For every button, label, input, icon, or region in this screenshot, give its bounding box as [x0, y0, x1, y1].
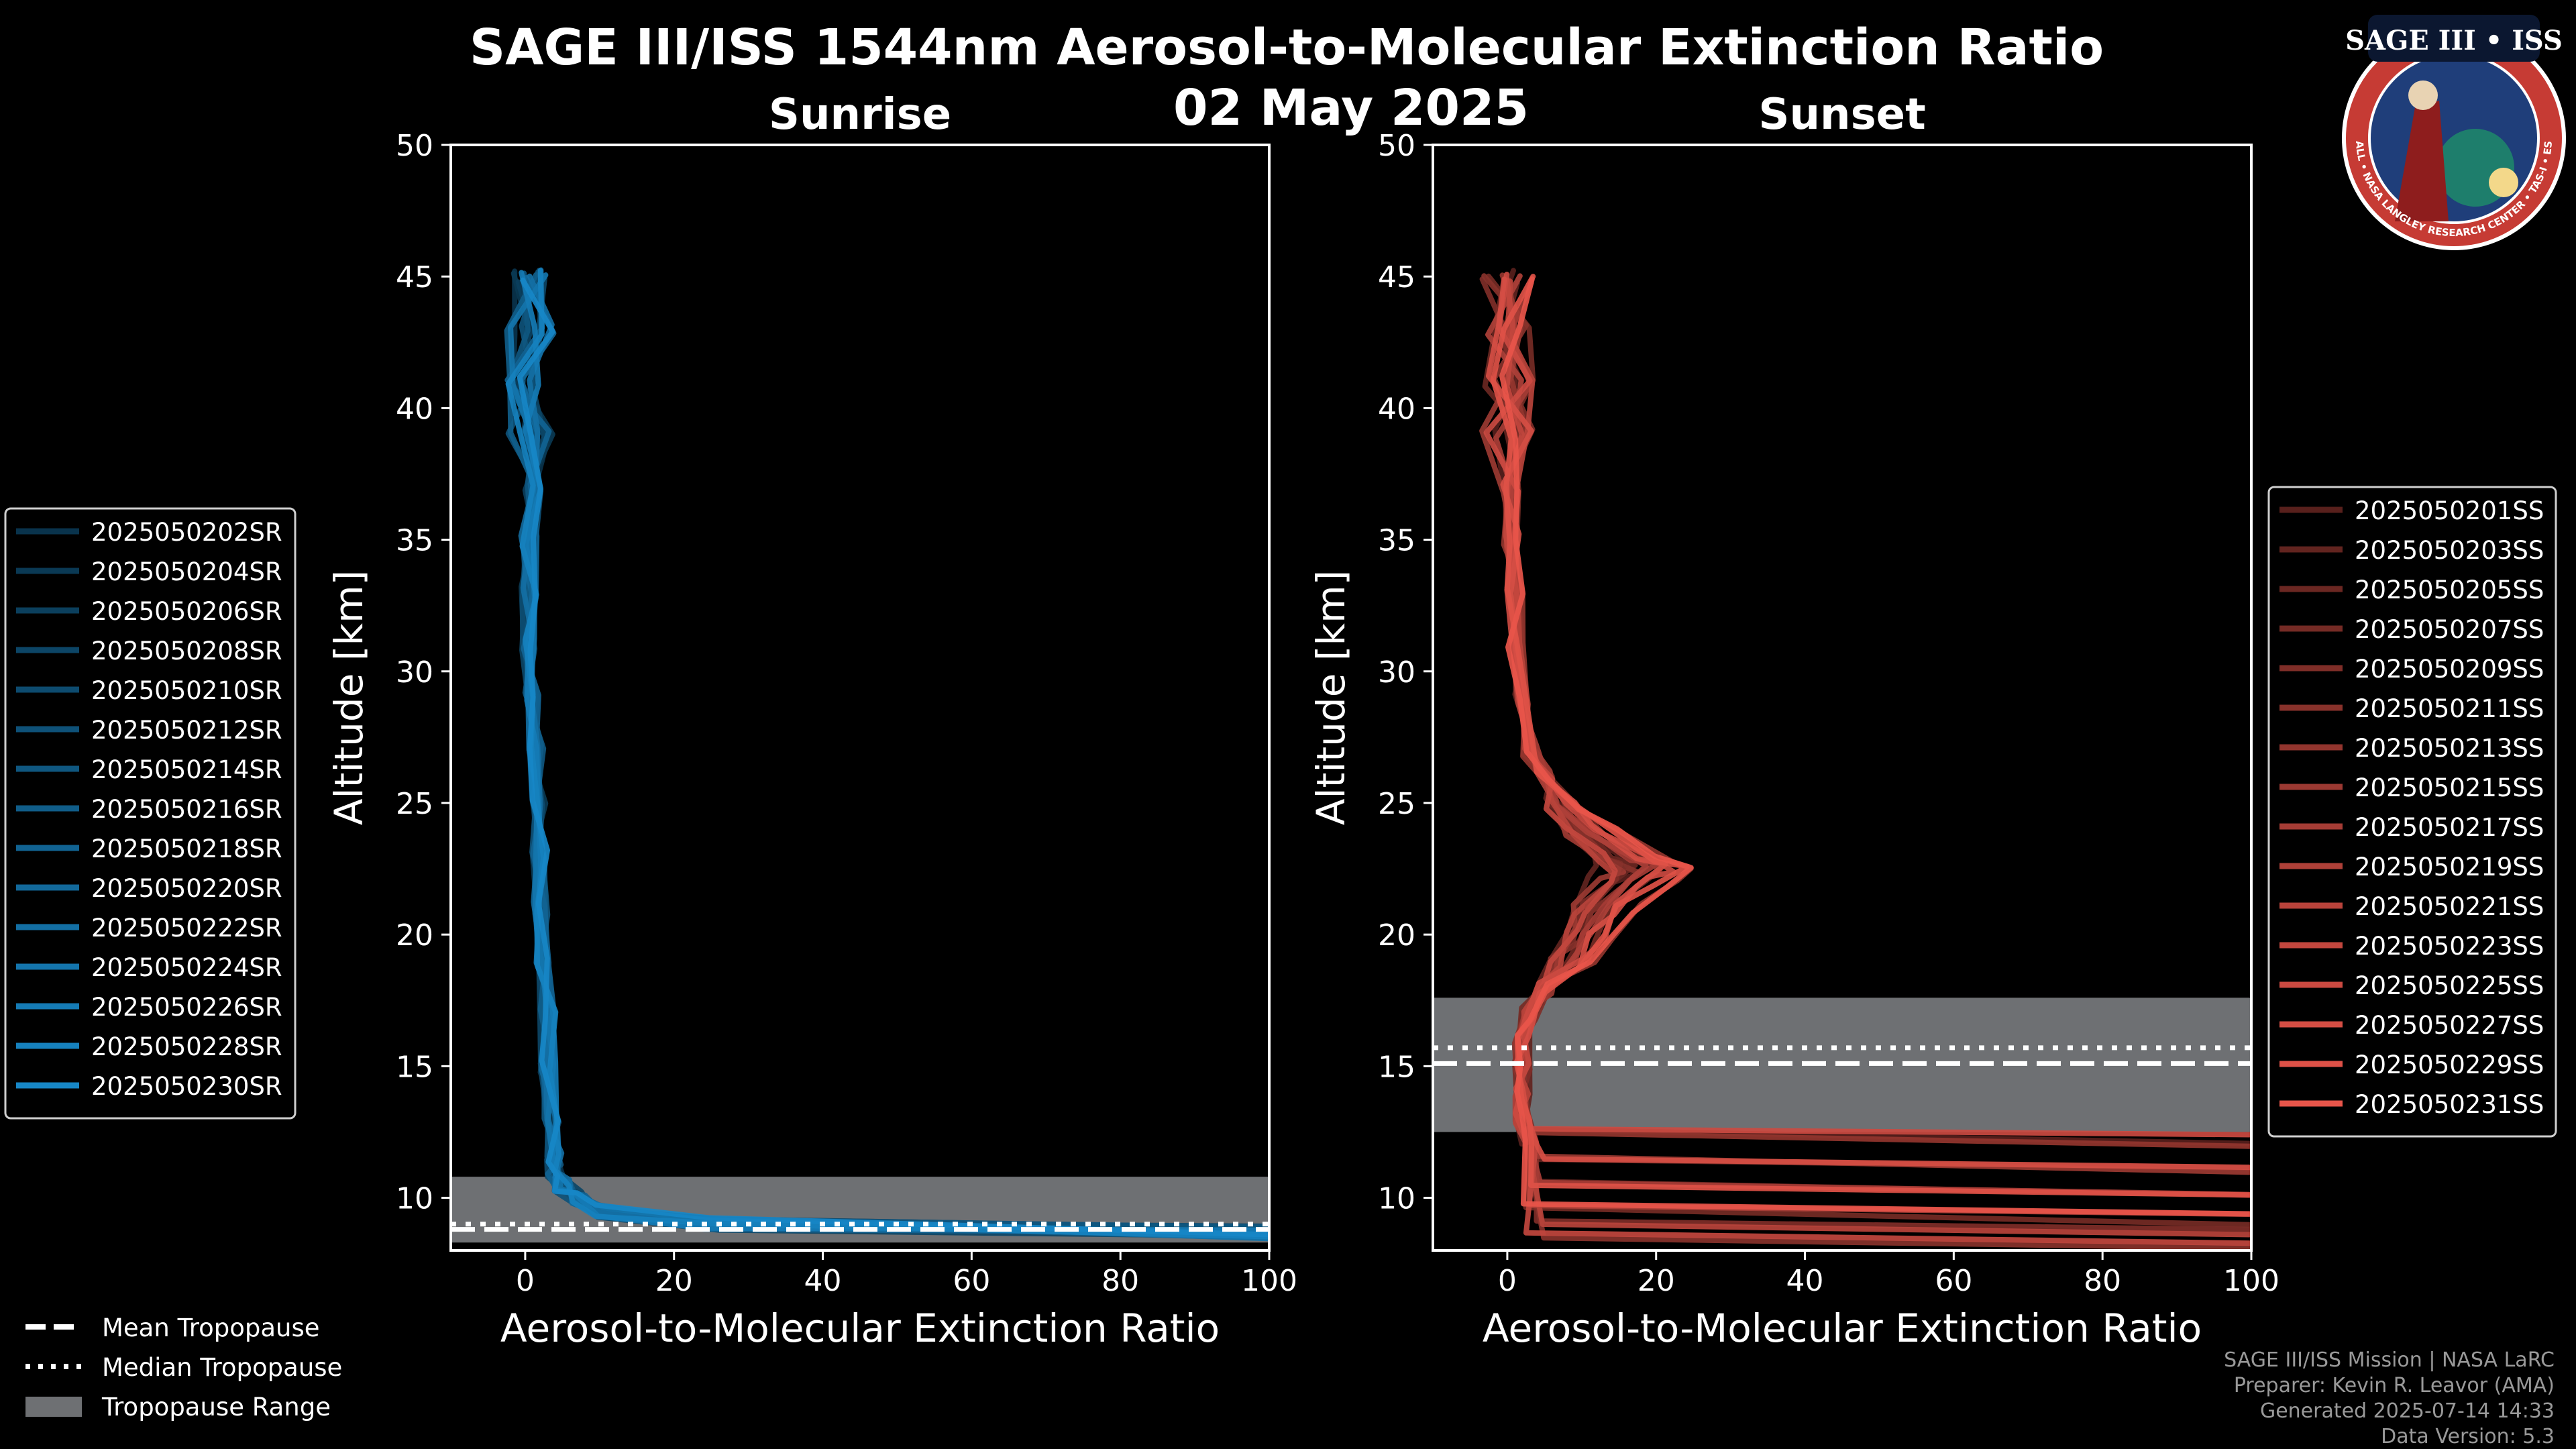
sunset-ytick-label: 25	[1378, 787, 1415, 821]
credit-mission: SAGE III/ISS Mission | NASA LaRC	[2224, 1348, 2555, 1372]
sunset-legend-label: 2025050209SS	[2355, 655, 2544, 684]
sunrise-xtick-label: 80	[1102, 1264, 1139, 1298]
sunrise-panel-title: Sunrise	[769, 90, 951, 140]
sunset-panel-title: Sunset	[1758, 90, 1925, 140]
sunset-profile-2025050231SS	[1499, 276, 2251, 1217]
sunrise-legend: 2025050202SR 2025050204SR 2025050206SR 2025…	[4, 507, 297, 1120]
sunset-profiles	[1479, 268, 2251, 1250]
sunset-legend-label: 2025050221SS	[2355, 892, 2544, 921]
logo-sun-icon	[2489, 168, 2518, 197]
sunset-legend-label: 2025050215SS	[2355, 773, 2544, 802]
sunset-ytick-label: 50	[1378, 129, 1415, 163]
sunset-xtick-label: 100	[2223, 1264, 2279, 1298]
credits: SAGE III/ISS Mission | NASA LaRC Prepare…	[2224, 1348, 2555, 1448]
sunset-legend-label: 2025050229SS	[2355, 1051, 2544, 1079]
sunset-legend-label: 2025050227SS	[2355, 1011, 2544, 1040]
sunrise-ytick-label: 50	[396, 129, 433, 163]
logo-figure-head-icon	[2408, 80, 2438, 110]
sunrise-x-axis-label: Aerosol-to-Molecular Extinction Ratio	[500, 1305, 1220, 1351]
sunrise-xtick-label: 60	[953, 1264, 990, 1298]
sunset-legend-label: 2025050225SS	[2355, 971, 2544, 1000]
logo-name: SAGE III • ISS	[2345, 25, 2563, 56]
sunrise-legend-label: 2025050224SR	[91, 953, 282, 982]
sunrise-legend-label: 2025050214SR	[91, 755, 282, 784]
sunrise-legend-label: 2025050210SR	[91, 676, 282, 705]
sunset-ytick-label: 20	[1378, 918, 1415, 953]
sunset-xtick-label: 20	[1638, 1264, 1675, 1298]
sunrise-xtick-label: 0	[516, 1264, 535, 1298]
sunset-legend-label: 2025050207SS	[2355, 615, 2544, 644]
sunrise-legend-label: 2025050220SR	[91, 874, 282, 903]
sunrise-legend-label: 2025050226SR	[91, 993, 282, 1022]
credit-data-version: Data Version: 5.3	[2381, 1425, 2555, 1448]
sunrise-ytick-label: 30	[396, 655, 433, 690]
sunset-legend-label: 2025050211SS	[2355, 694, 2544, 723]
sunrise-plot-area	[451, 145, 1269, 1250]
figure-title: SAGE III/ISS 1544nm Aerosol-to-Molecular…	[470, 19, 2104, 76]
sunrise-xtick-label: 40	[804, 1264, 842, 1298]
sunset-legend-label: 2025050219SS	[2355, 853, 2544, 881]
sunrise-ytick-label: 40	[396, 392, 433, 426]
sunset-ytick-label: 10	[1378, 1182, 1415, 1216]
sunrise-y-axis-label: Altitude [km]	[326, 570, 372, 825]
sunrise-legend-label: 2025050208SR	[91, 637, 282, 665]
sunset-legend-label: 2025050231SS	[2355, 1090, 2544, 1119]
sunset-axes: 0 20 40 60 80 100 10 15 20 25 30 35 40 45 50 Sunset Aero…	[1308, 90, 2279, 1351]
legend-tropopause-range-swatch	[25, 1397, 82, 1417]
sunrise-legend-label: 2025050228SR	[91, 1032, 282, 1061]
sunset-ytick-label: 40	[1378, 392, 1415, 426]
sunrise-profiles	[504, 267, 1269, 1242]
sunset-legend-label: 2025050205SS	[2355, 576, 2544, 604]
sunrise-xtick-label: 20	[655, 1264, 693, 1298]
legend-tropopause-label: Median Tropopause	[102, 1353, 342, 1382]
sunrise-legend-label: 2025050230SR	[91, 1072, 282, 1101]
sunrise-frame	[449, 144, 1271, 1252]
sunrise-legend-label: 2025050202SR	[91, 518, 282, 547]
sunrise-ytick-label: 35	[396, 524, 433, 558]
credit-generated: Generated 2025-07-14 14:33	[2260, 1399, 2555, 1423]
sunset-xtick-label: 0	[1498, 1264, 1517, 1298]
sunrise-legend-label: 2025050216SR	[91, 795, 282, 824]
sunrise-ytick-label: 15	[396, 1050, 433, 1084]
sunset-xtick-label: 60	[1935, 1264, 1972, 1298]
sunrise-legend-label: 2025050204SR	[91, 557, 282, 586]
legend-tropopause-label: Mean Tropopause	[102, 1313, 320, 1342]
tropopause-legend: Mean Tropopause Median Tropopause Tropopau…	[25, 1313, 342, 1421]
sunset-ytick-label: 15	[1378, 1050, 1415, 1084]
sunset-xtick-label: 40	[1786, 1264, 1824, 1298]
sunrise-legend-label: 2025050218SR	[91, 835, 282, 863]
sunset-frame	[1432, 144, 2253, 1252]
credit-preparer: Preparer: Kevin R. Leavor (AMA)	[2234, 1374, 2555, 1397]
logo-banner	[2368, 15, 2540, 62]
sunrise-ytick-label: 20	[396, 918, 433, 953]
sunset-ytick-label: 30	[1378, 655, 1415, 690]
sunset-legend-label: 2025050217SS	[2355, 813, 2544, 842]
sunset-x-axis-label: Aerosol-to-Molecular Extinction Ratio	[1483, 1305, 2202, 1351]
sunset-legend: 2025050201SS 2025050203SS 2025050205SS 2025…	[2267, 486, 2557, 1138]
sunrise-legend-label: 2025050206SR	[91, 597, 282, 626]
sunset-legend-label: 2025050213SS	[2355, 734, 2544, 763]
sunrise-ytick-label: 10	[396, 1182, 433, 1216]
legend-tropopause-label: Tropopause Range	[101, 1393, 331, 1421]
sunset-legend-frame	[2267, 486, 2557, 1138]
sunset-legend-label: 2025050201SS	[2355, 496, 2544, 525]
sunset-ytick-label: 45	[1378, 260, 1415, 294]
sunset-legend-label: 2025050203SS	[2355, 536, 2544, 565]
sunrise-legend-label: 2025050222SR	[91, 914, 282, 943]
sunset-xtick-label: 80	[2084, 1264, 2121, 1298]
sunrise-legend-label: 2025050212SR	[91, 716, 282, 745]
sunrise-axes: 0 20 40 60 80 100 10 15 20 25 30 35 40 45 50 Sunrise Aer…	[326, 90, 1297, 1351]
sunrise-profile-2025050230SR	[517, 277, 1269, 1238]
logo-figure-icon	[2395, 101, 2449, 221]
sunset-legend-label: 2025050223SS	[2355, 932, 2544, 961]
sunset-y-axis-label: Altitude [km]	[1308, 570, 1354, 825]
sunrise-ytick-label: 45	[396, 260, 433, 294]
sunrise-xtick-label: 100	[1241, 1264, 1297, 1298]
figure-date: 02 May 2025	[1173, 79, 1529, 137]
sunrise-ytick-label: 25	[396, 787, 433, 821]
sunset-ytick-label: 35	[1378, 524, 1415, 558]
